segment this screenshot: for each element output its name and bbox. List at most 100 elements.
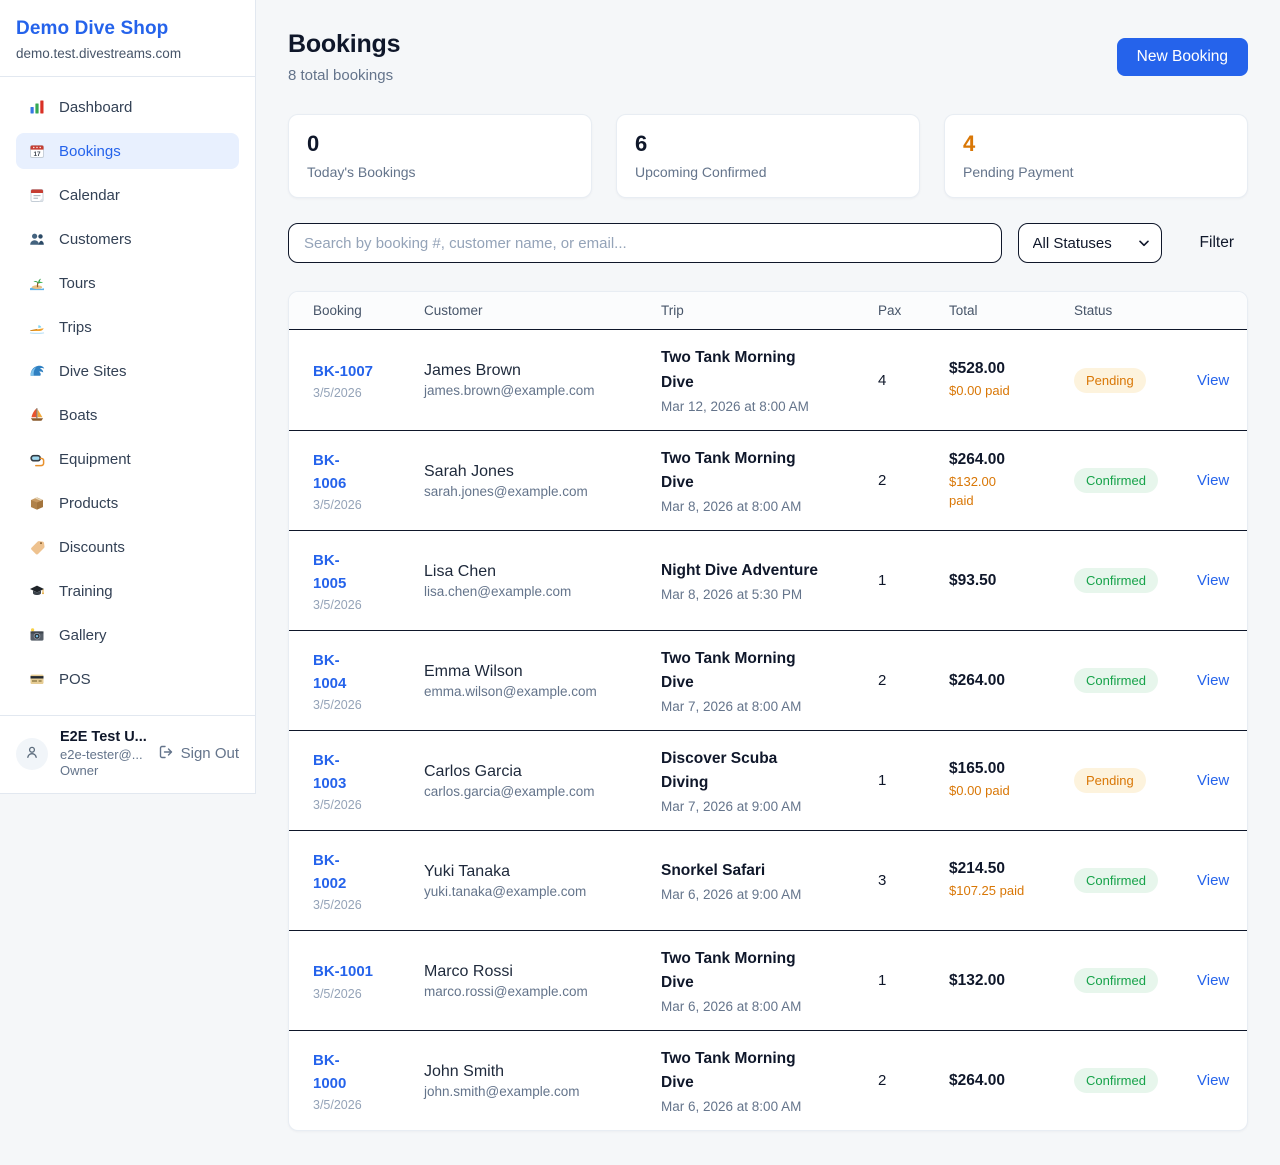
column-header-trip: Trip [661,303,684,318]
user-role: Owner [60,763,99,778]
sidebar-item-label: Dive Sites [59,362,127,380]
status-badge: Confirmed [1074,1068,1158,1093]
sidebar-item-dashboard[interactable]: Dashboard [16,89,239,125]
sidebar-item-label: Tours [59,274,96,292]
booking-number-link[interactable]: BK- 1000 [313,1051,347,1092]
status-select-wrap: All Statuses [1017,223,1162,263]
sidebar-item-gallery[interactable]: Gallery [16,617,239,653]
booking-number-link[interactable]: BK- 1002 [313,851,347,892]
camera-flash-icon [29,627,46,643]
total-cell: $132.00 [949,972,1073,990]
brand-title: Demo Dive Shop [16,18,169,39]
main-content: Bookings 8 total bookings New Booking 0 … [256,0,1280,1165]
page-header-text: Bookings 8 total bookings [288,30,400,84]
booking-date: 3/5/2026 [313,598,362,613]
sidebar-item-discounts[interactable]: Discounts [16,529,239,565]
sign-out-icon [158,744,174,764]
booking-number-link[interactable]: BK- 1003 [313,751,347,792]
booking-date: 3/5/2026 [313,386,362,401]
table-row: BK-1001 3/5/2026 Marco Rossi marco.rossi… [289,930,1247,1030]
table-row: BK- 1004 3/5/2026 Emma Wilson emma.wilson… [289,630,1247,730]
trip-datetime: Mar 8, 2026 at 8:00 AM [661,499,802,515]
booking-number-link[interactable]: BK-1001 [313,963,374,981]
booking-date: 3/5/2026 [313,698,362,713]
table-row: BK- 1000 3/5/2026 John Smith john.smith@e… [289,1030,1247,1130]
sidebar-item-customers[interactable]: Customers [16,221,239,257]
sidebar-item-label: Training [59,582,113,600]
sidebar-item-dive-sites[interactable]: Dive Sites [16,353,239,389]
sidebar-item-trips[interactable]: Trips [16,309,239,345]
view-link[interactable]: View [1197,472,1230,489]
view-link[interactable]: View [1197,371,1230,389]
customer-email: carlos.garcia@example.com [424,783,595,799]
booking-cell: BK- 1004 3/5/2026 [313,649,423,713]
page-title: Bookings [288,30,401,58]
trip-cell: Night Dive Adventure Mar 8, 2026 at 5:30… [661,559,877,602]
view-link[interactable]: View [1197,872,1230,889]
sidebar-item-label: Dashboard [59,98,133,116]
people-icon [29,231,46,247]
view-link[interactable]: View [1197,672,1230,689]
customer-cell: John Smith john.smith@example.com [424,1063,660,1099]
total-cell: $264.00 [949,1072,1073,1090]
booking-number-link[interactable]: BK- 1004 [313,651,347,692]
booking-date: 3/5/2026 [313,498,362,513]
booking-number-link[interactable]: BK- 1005 [313,551,347,592]
trip-datetime: Mar 7, 2026 at 9:00 AM [661,799,802,815]
column-header-status: Status [1074,303,1113,318]
sidebar-item-pos[interactable]: POS [16,661,239,697]
booking-number-link[interactable]: BK- 1006 [313,451,347,492]
status-badge: Pending [1074,768,1146,793]
view-cell: View [1197,472,1229,489]
booking-cell: BK-1001 3/5/2026 [313,960,423,1000]
paid-amount: $0.00 paid [949,382,1010,398]
sidebar-item-training[interactable]: Training [16,573,239,609]
table-row: BK- 1002 3/5/2026 Yuki Tanaka yuki.tanaka… [289,830,1247,930]
view-link[interactable]: View [1197,572,1230,589]
trip-datetime: Mar 6, 2026 at 8:00 AM [661,999,802,1015]
calendar-date-icon: 17 [29,143,46,159]
brand-block: Demo Dive Shop demo.test.divestreams.com [0,0,255,77]
sidebar-item-boats[interactable]: Boats [16,397,239,433]
status-cell: Confirmed [1074,668,1196,693]
sidebar-item-label: Bookings [59,142,121,160]
stat-label: Pending Payment [963,164,1074,181]
sidebar-item-label: Equipment [59,450,131,468]
view-link[interactable]: View [1197,772,1230,789]
search-input[interactable] [288,223,1002,263]
view-cell: View [1197,572,1229,589]
trip-name: Night Dive Adventure [661,561,819,579]
stat-value: 4 [963,131,976,156]
user-email: e2e-tester@... [60,747,143,762]
page-subtitle: 8 total bookings [288,67,394,84]
trip-datetime: Mar 6, 2026 at 9:00 AM [661,887,802,902]
filter-button[interactable]: Filter [1186,234,1248,252]
status-cell: Confirmed [1074,868,1196,893]
customer-name: Carlos Garcia [424,762,522,780]
customer-name: Marco Rossi [424,962,513,980]
status-cell: Confirmed [1074,568,1196,593]
total-amount: $264.00 [949,450,1006,468]
page-header: Bookings 8 total bookings New Booking [288,30,1248,84]
trip-datetime: Mar 6, 2026 at 8:00 AM [661,1099,802,1115]
sidebar-item-equipment[interactable]: Equipment [16,441,239,477]
view-link[interactable]: View [1197,972,1230,989]
sidebar-item-tours[interactable]: Tours [16,265,239,301]
customer-cell: Emma Wilson emma.wilson@example.com [424,663,660,699]
pax-value: 2 [878,472,887,489]
status-cell: Confirmed [1074,1068,1196,1093]
booking-date: 3/5/2026 [313,898,362,913]
new-booking-button[interactable]: New Booking [1116,38,1248,76]
sidebar-item-bookings[interactable]: 17 Bookings [16,133,239,169]
customer-name: Sarah Jones [424,462,514,480]
sidebar-item-products[interactable]: Products [16,485,239,521]
booking-cell: BK- 1003 3/5/2026 [313,749,423,813]
view-cell: View [1197,672,1229,689]
view-link[interactable]: View [1197,1072,1230,1089]
sign-out-button[interactable]: Sign Out [158,744,239,764]
booking-number-link[interactable]: BK-1007 [313,362,374,380]
sidebar-item-calendar[interactable]: Calendar [16,177,239,213]
status-select[interactable]: All Statuses [1017,223,1162,263]
total-amount: $132.00 [949,971,1006,989]
trip-name: Two Tank Morning Dive [661,449,796,491]
